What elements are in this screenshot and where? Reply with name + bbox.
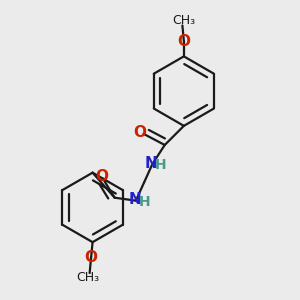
Text: O: O bbox=[177, 34, 190, 49]
Text: O: O bbox=[85, 250, 98, 265]
Text: H: H bbox=[155, 158, 167, 172]
Text: N: N bbox=[145, 156, 158, 171]
Text: H: H bbox=[138, 194, 150, 208]
Text: CH₃: CH₃ bbox=[172, 14, 195, 27]
Text: O: O bbox=[134, 125, 146, 140]
Text: O: O bbox=[95, 169, 108, 184]
Text: N: N bbox=[128, 192, 141, 207]
Text: CH₃: CH₃ bbox=[76, 271, 100, 284]
